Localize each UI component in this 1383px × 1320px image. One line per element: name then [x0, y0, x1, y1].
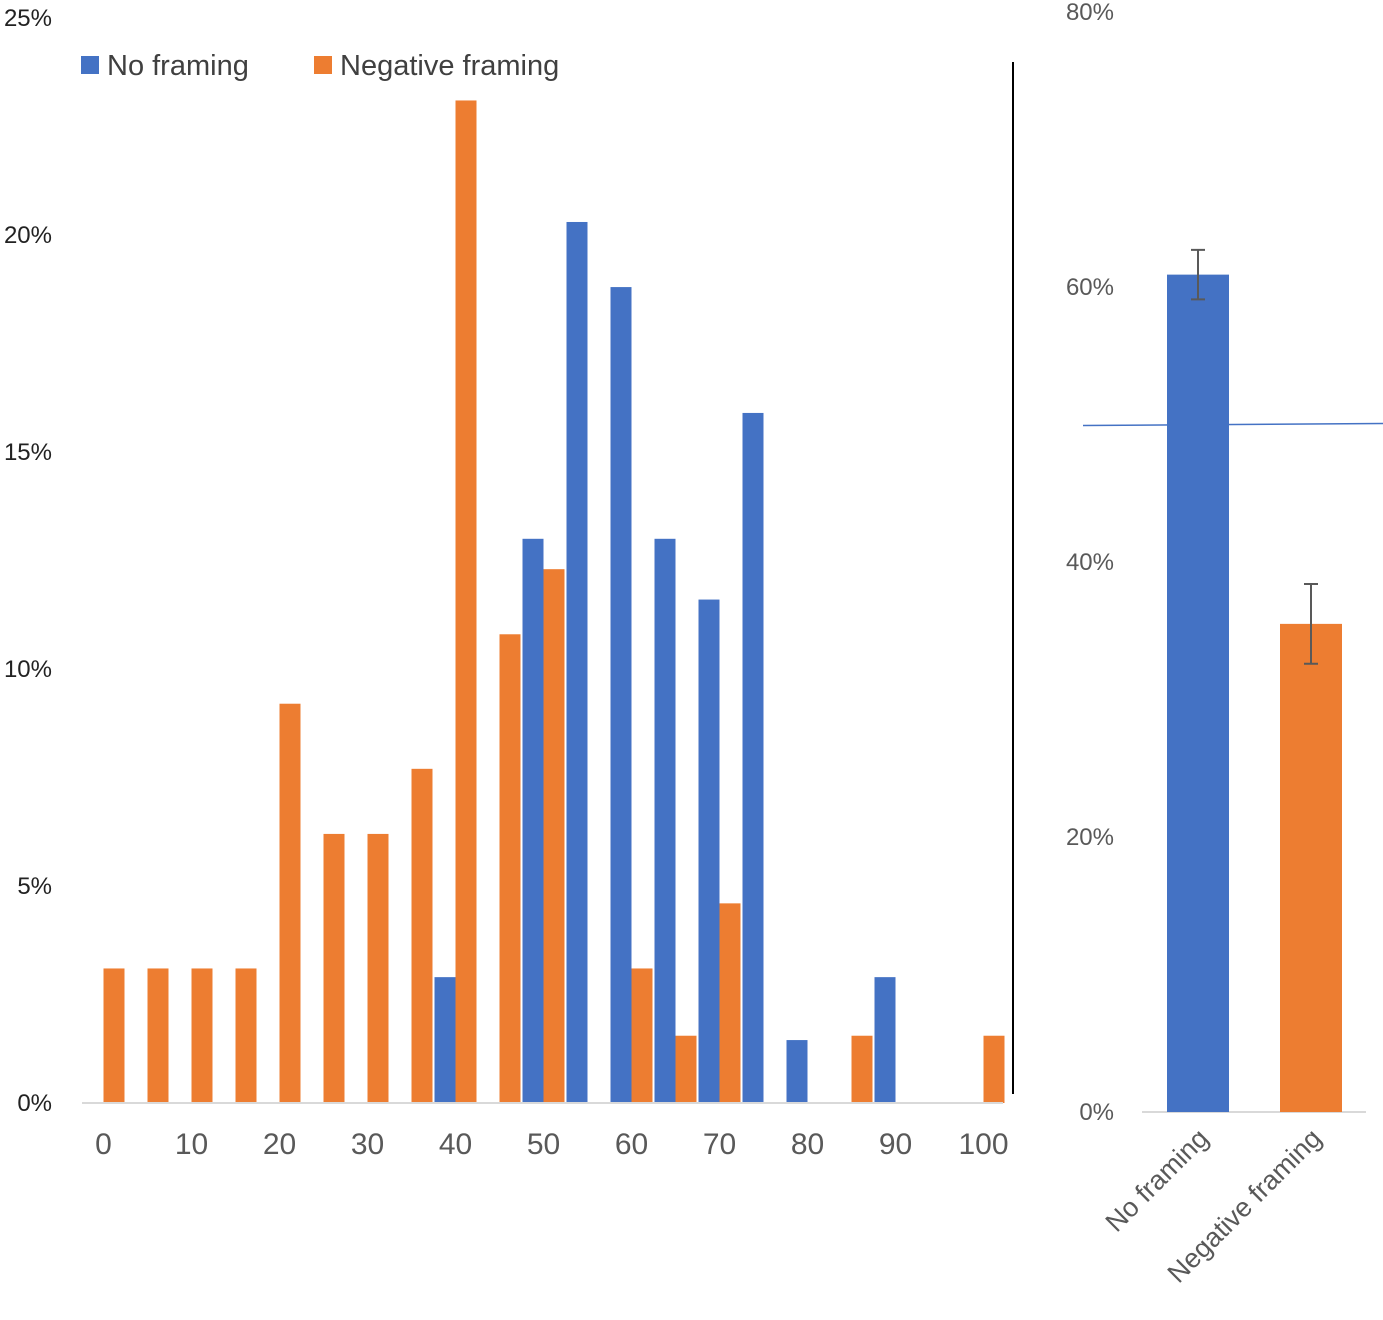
summary-y-tick-label: 60% — [1066, 274, 1114, 301]
histogram-bar-negative-framing-0 — [103, 968, 125, 1103]
error-bar-no-framing — [1191, 248, 1205, 301]
summary-y-tick-label: 80% — [1066, 0, 1114, 26]
legend-label-negative-framing: Negative framing — [340, 50, 559, 82]
legend: No framing Negative framing — [81, 50, 559, 82]
histogram-bar-negative-framing-15 — [235, 968, 257, 1103]
histogram-chart: 0%5%10%15%20%25% 0 10 20 30 40 50 60 70 80 90 100 … — [4, 5, 1009, 1161]
legend-swatch-no-framing — [81, 56, 99, 74]
error-bar-negative-framing — [1304, 583, 1318, 665]
histogram-y-tick-label: 15% — [4, 439, 52, 466]
histogram-x-tick-label: 60 — [615, 1128, 648, 1161]
histogram-x-tick-label: 50 — [527, 1128, 560, 1161]
histogram-x-tick-label: 80 — [791, 1128, 824, 1161]
reference-line-50-percent — [1082, 422, 1383, 427]
histogram-x-tick-label: 90 — [879, 1128, 912, 1161]
histogram-bar-negative-framing-5 — [147, 968, 169, 1103]
histogram-x-tick-label: 40 — [439, 1128, 472, 1161]
histogram-bar-no-framing-55 — [566, 221, 588, 1104]
histogram-bar-no-framing-80 — [786, 1040, 808, 1103]
histogram-bar-negative-framing-50 — [543, 569, 565, 1103]
summary-y-tick-label: 0% — [1079, 1099, 1114, 1126]
histogram-bar-negative-framing-10 — [191, 968, 213, 1103]
histogram-bar-no-framing-90 — [874, 977, 896, 1103]
histogram-x-tick-label: 70 — [703, 1128, 736, 1161]
summary-x-tick-label: No framing — [1100, 1123, 1215, 1238]
legend-label-no-framing: No framing — [107, 50, 249, 82]
summary-y-axis: 0% 20% 40% 60% 80% — [1066, 0, 1114, 1126]
summary-y-tick-label: 20% — [1066, 824, 1114, 851]
histogram-y-tick-label: 0% — [17, 1090, 52, 1117]
histogram-x-tick-label: 10 — [175, 1128, 208, 1161]
histogram-bar-negative-framing-25 — [323, 833, 345, 1103]
histogram-y-tick-label: 25% — [4, 5, 52, 32]
histogram-y-tick-label: 10% — [4, 656, 52, 683]
histogram-x-tick-label: 100 — [958, 1128, 1008, 1161]
histogram-bar-no-framing-60 — [610, 287, 632, 1104]
histogram-bar-no-framing-40 — [434, 977, 456, 1103]
histogram-x-axis: 0 10 20 30 40 50 60 70 80 90 100 — [95, 1128, 1008, 1161]
histogram-bar-no-framing-65 — [654, 538, 676, 1103]
histogram-bar-negative-framing-100 — [983, 1035, 1005, 1103]
histogram-y-tick-label: 20% — [4, 222, 52, 249]
histogram-bar-no-framing-75 — [742, 412, 764, 1103]
histogram-bar-negative-framing-65 — [675, 1035, 697, 1103]
histogram-bar-negative-framing-85 — [851, 1035, 873, 1103]
histogram-y-tick-label: 5% — [17, 873, 52, 900]
histogram-y-axis: 0% 5% 10% 15% 20% 25% — [4, 5, 52, 1117]
histogram-bars — [103, 100, 1005, 1104]
histogram-x-tick-label: 0 — [95, 1128, 112, 1161]
summary-y-tick-label: 40% — [1066, 549, 1114, 576]
histogram-bar-negative-framing-45 — [499, 634, 521, 1103]
histogram-x-tick-label: 30 — [351, 1128, 384, 1161]
summary-bar-negative-framing — [1280, 623, 1342, 1112]
histogram-bar-negative-framing-20 — [279, 703, 301, 1103]
histogram-x-tick-label: 20 — [263, 1128, 296, 1161]
legend-swatch-negative-framing — [314, 56, 332, 74]
histogram-bar-negative-framing-40 — [455, 100, 477, 1103]
histogram-bar-no-framing-70 — [698, 599, 720, 1103]
histogram-bar-negative-framing-70 — [719, 903, 741, 1103]
histogram-bar-negative-framing-35 — [411, 768, 433, 1103]
histogram-bar-negative-framing-30 — [367, 833, 389, 1103]
histogram-bar-no-framing-50 — [522, 538, 544, 1103]
histogram-bar-negative-framing-60 — [631, 968, 653, 1103]
summary-bars — [1167, 248, 1342, 1112]
summary-bar-no-framing — [1167, 274, 1229, 1112]
